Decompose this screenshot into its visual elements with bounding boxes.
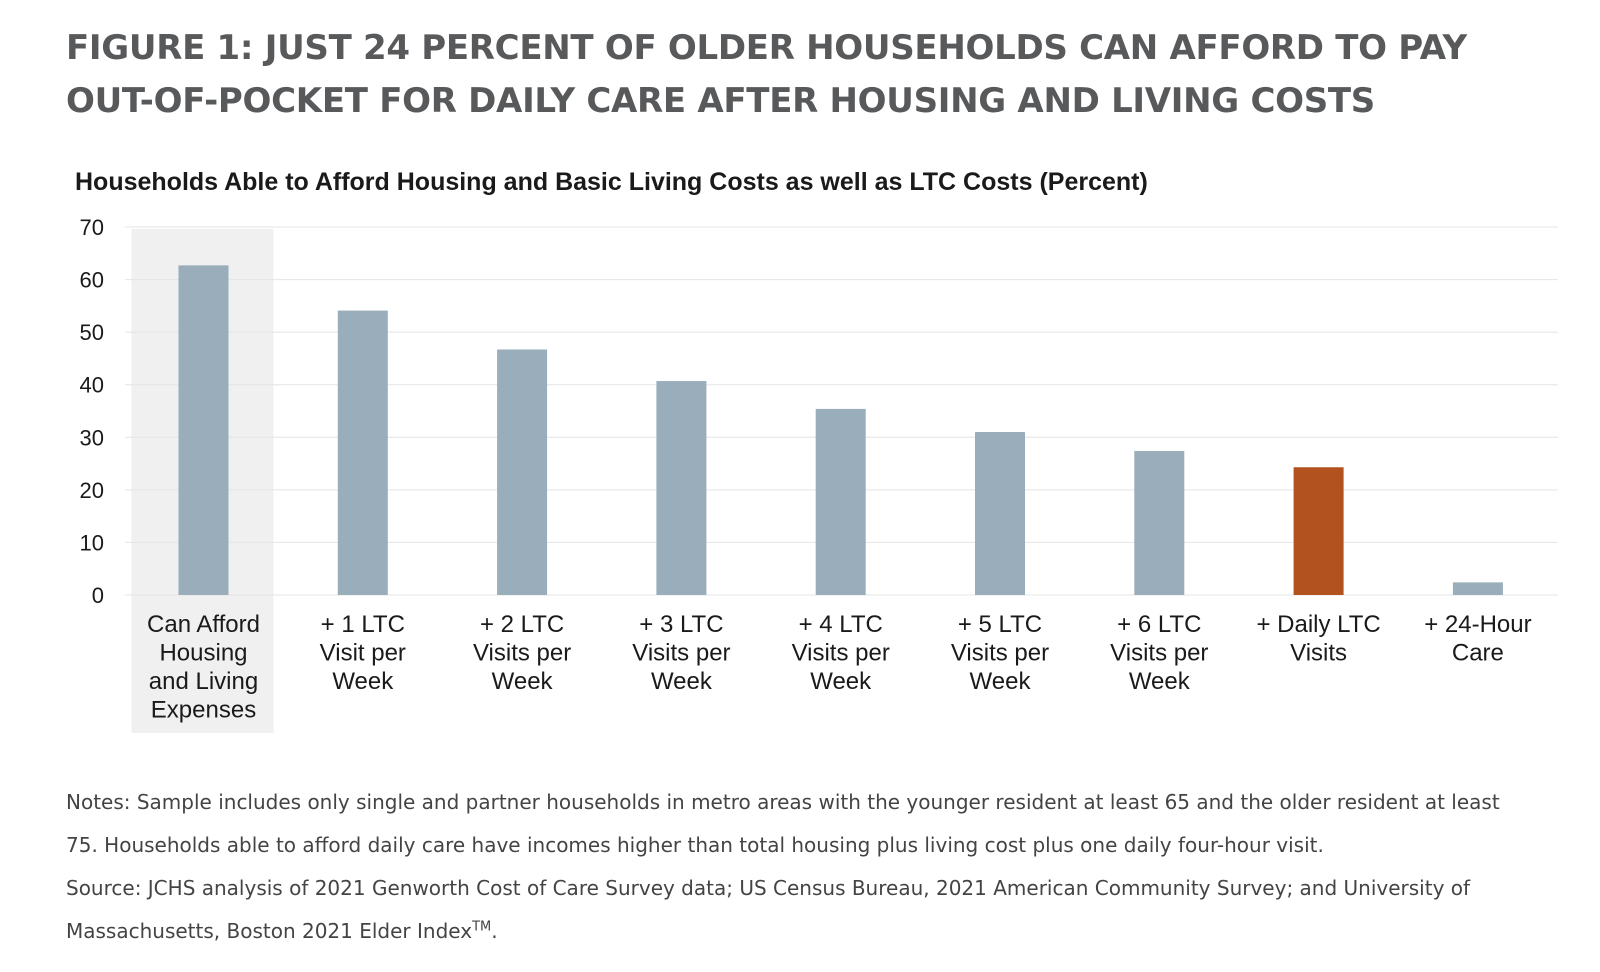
bar: [975, 432, 1025, 595]
x-category-label-line: Visits per: [951, 640, 1049, 667]
chart-title: Households Able to Afford Housing and Ba…: [75, 168, 1148, 196]
x-category-label-line: Week: [810, 668, 872, 695]
x-category-label-line: Can Afford: [147, 611, 260, 638]
x-category-label-line: Week: [1129, 668, 1191, 695]
x-category-label-line: Expenses: [151, 697, 256, 724]
source-text: Source: JCHS analysis of 2021 Genworth C…: [66, 876, 1471, 943]
x-category-label-line: + 3 LTC: [639, 611, 723, 638]
x-category-label: + Daily LTC Visits: [1256, 611, 1380, 667]
x-category-label-line: Visit per: [320, 640, 406, 667]
x-category-label-line: and Living: [149, 668, 258, 695]
x-category-label-line: Visits per: [792, 640, 890, 667]
x-category-label-line: Visits per: [473, 640, 571, 667]
x-category-label-line: Housing: [159, 640, 247, 667]
bar: [1134, 450, 1185, 595]
x-axis-category-labels: Can Afford Housing and Living Expenses + 1 L…: [147, 611, 1532, 724]
trademark-superscript: TM: [472, 919, 492, 935]
x-category-label-line: Care: [1452, 640, 1504, 667]
source-line: Source: JCHS analysis of 2021 Genworth C…: [66, 867, 1526, 953]
source-end: .: [491, 919, 498, 943]
y-tick-label: 30: [80, 425, 104, 450]
bar-chart: Households Able to Afford Housing and Ba…: [75, 168, 1558, 733]
bar: [656, 381, 707, 595]
x-category-label-line: Week: [651, 668, 713, 695]
x-category-label: + 1 LTC Visit per Week: [320, 611, 406, 695]
x-category-label-line: Visits: [1290, 640, 1347, 667]
x-category-label: + 3 LTC Visits per Week: [632, 611, 730, 695]
x-category-label: Can Afford Housing and Living Expenses: [147, 611, 260, 724]
bars: [178, 265, 1503, 595]
x-category-label: + 2 LTC Visits per Week: [473, 611, 571, 695]
x-category-label-line: Visits per: [1110, 640, 1208, 667]
bar: [337, 310, 388, 595]
y-tick-label: 70: [80, 215, 104, 240]
y-tick-label: 50: [80, 320, 104, 345]
x-category-label-line: Visits per: [632, 640, 730, 667]
x-category-label-line: Week: [492, 668, 554, 695]
x-category-label-line: + 1 LTC: [321, 611, 405, 638]
x-category-label: + 4 LTC Visits per Week: [792, 611, 890, 695]
x-category-label-line: + 2 LTC: [480, 611, 564, 638]
x-category-label-line: Week: [970, 668, 1032, 695]
x-category-label-line: + 5 LTC: [958, 611, 1042, 638]
y-tick-label: 40: [80, 373, 104, 398]
figure-title: FIGURE 1: JUST 24 PERCENT OF OLDER HOUSE…: [66, 28, 1467, 121]
y-axis-tick-labels: 0 10 20 30 40 50 60 70: [80, 215, 104, 608]
x-category-label-line: + 24-Hour: [1424, 611, 1531, 638]
y-tick-label: 10: [80, 530, 104, 555]
bar: [1293, 467, 1344, 595]
chart-notes: Notes: Sample includes only single and p…: [66, 781, 1526, 953]
y-tick-label: 60: [80, 268, 104, 293]
x-category-label-line: Week: [332, 668, 394, 695]
bar: [815, 408, 866, 595]
x-category-label-line: + Daily LTC: [1256, 611, 1380, 638]
x-category-label-line: + 6 LTC: [1117, 611, 1201, 638]
y-tick-label: 0: [92, 583, 104, 608]
y-tick-label: 20: [80, 478, 104, 503]
notes-text: Notes: Sample includes only single and p…: [66, 790, 1500, 857]
x-category-label-line: + 4 LTC: [799, 611, 883, 638]
bar: [497, 349, 548, 595]
x-category-label: + 24-Hour Care: [1424, 611, 1531, 667]
x-category-label: + 5 LTC Visits per Week: [951, 611, 1049, 695]
bar: [178, 265, 229, 595]
x-category-label: + 6 LTC Visits per Week: [1110, 611, 1208, 695]
bar: [1452, 582, 1503, 595]
